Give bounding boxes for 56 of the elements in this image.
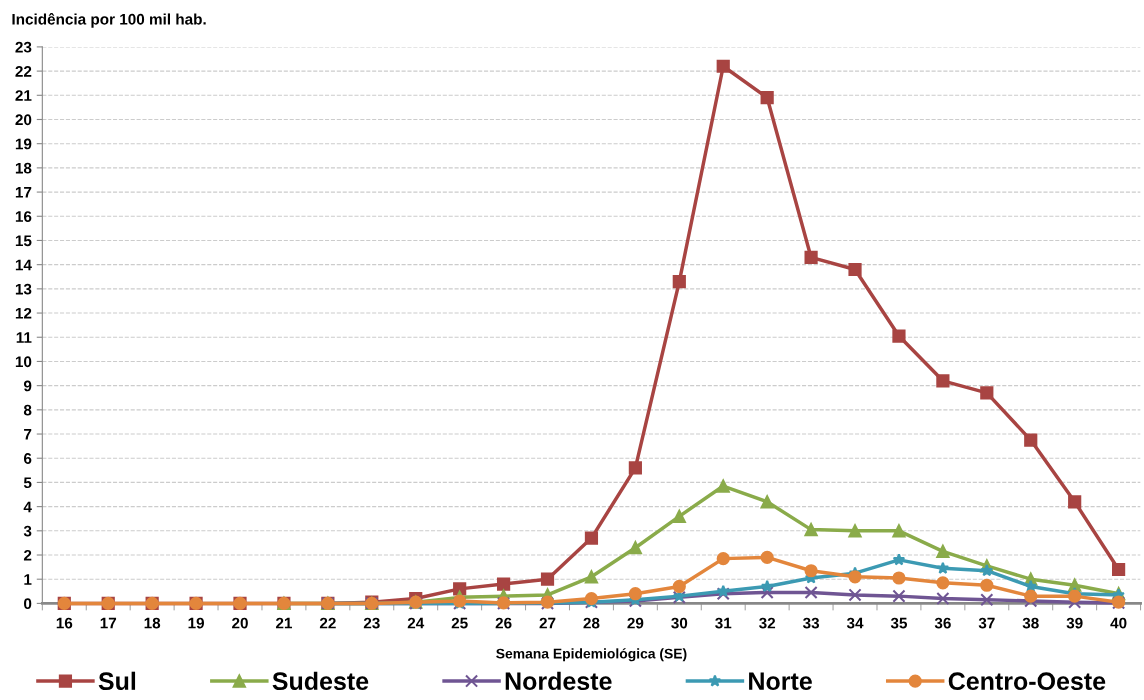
y-tick-label: 21 [15, 90, 32, 101]
x-tick-label: 21 [275, 617, 293, 629]
y-tick-label: 15 [15, 235, 32, 247]
x-tick-label: 16 [56, 617, 73, 629]
x-tick-label: 35 [890, 617, 908, 629]
y-tick-label: 13 [15, 283, 32, 295]
x-tick-label: 18 [144, 617, 161, 629]
y-tick-label: 3 [23, 525, 32, 537]
y-tick-label: 9 [23, 380, 32, 392]
legend-label: Sul [98, 671, 136, 691]
y-tick-label: 2 [23, 549, 32, 561]
y-tick-label: 5 [23, 477, 32, 489]
y-tick-label: 8 [23, 404, 32, 416]
x-axis-title: Semana Epidemiológica (SE) [496, 648, 687, 662]
x-tick-label: 33 [802, 617, 820, 629]
x-tick-label: 26 [495, 617, 512, 629]
y-axis-title: Incidência por 100 mil hab. [12, 13, 206, 28]
x-tick-label: 23 [363, 617, 380, 629]
legend-label: Nordeste [505, 671, 612, 691]
y-tick-label: 23 [15, 41, 32, 53]
x-tick-label: 22 [319, 617, 336, 629]
y-tick-label: 16 [15, 211, 32, 222]
y-tick-label: 17 [15, 187, 32, 198]
y-tick-label: 11 [16, 332, 32, 343]
y-tick-label: 10 [15, 356, 32, 368]
y-tick-label: 19 [15, 138, 32, 150]
legend-label: Centro-Oeste [948, 672, 1106, 691]
x-tick-label: 36 [934, 617, 951, 629]
y-tick-label: 7 [24, 429, 32, 440]
x-tick-label: 28 [583, 617, 600, 629]
x-tick-label: 25 [451, 617, 468, 629]
x-tick-label: 34 [846, 617, 864, 629]
y-tick-label: 14 [15, 259, 32, 271]
y-tick-label: 22 [15, 65, 32, 77]
x-tick-label: 38 [1022, 617, 1039, 629]
x-tick-label: 30 [671, 617, 688, 629]
x-tick-label: 20 [232, 617, 248, 629]
y-tick-label: 4 [23, 501, 32, 513]
x-tick-label: 24 [407, 617, 425, 629]
x-tick-label: 40 [1110, 617, 1127, 629]
y-tick-label: 12 [15, 307, 32, 319]
x-tick-label: 39 [1066, 617, 1083, 629]
legend-label: Sudeste [272, 671, 369, 691]
y-tick-label: 18 [15, 162, 32, 174]
x-tick-label: 32 [759, 617, 776, 629]
x-tick-label: 27 [539, 617, 556, 629]
legend-label: Norte [749, 672, 812, 691]
x-tick-label: 19 [188, 617, 205, 629]
y-tick-label: 20 [15, 114, 32, 126]
x-tick-label: 29 [627, 617, 644, 629]
y-tick-label: 6 [23, 453, 32, 464]
x-tick-label: 31 [715, 617, 732, 629]
y-tick-label: 0 [24, 598, 32, 610]
x-tick-label: 37 [978, 617, 995, 629]
y-tick-label: 1 [24, 574, 32, 585]
x-tick-label: 17 [100, 617, 117, 629]
